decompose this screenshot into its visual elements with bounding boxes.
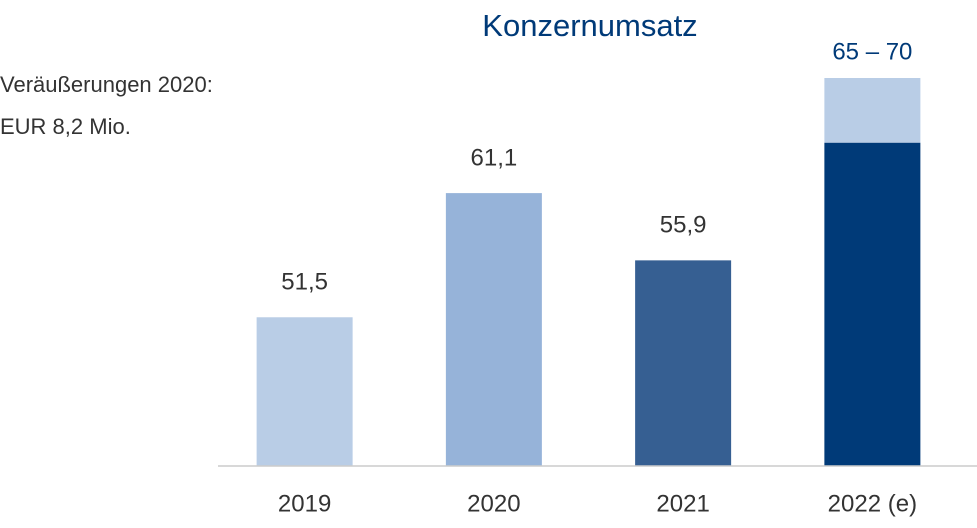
estimate-label: 65 – 70 bbox=[832, 38, 912, 65]
value-label: 55,9 bbox=[660, 212, 707, 239]
bar bbox=[824, 142, 921, 466]
bar bbox=[635, 260, 732, 466]
x-tick-label: 2019 bbox=[278, 490, 331, 517]
bar bbox=[256, 317, 353, 466]
annotation: Veräußerungen 2020: bbox=[0, 72, 213, 97]
value-label: 61,1 bbox=[471, 144, 518, 171]
x-tick-label: 2021 bbox=[656, 490, 709, 517]
estimate-bar bbox=[824, 78, 921, 143]
chart-title: Konzernumsatz bbox=[482, 8, 697, 43]
bar bbox=[445, 193, 542, 466]
x-tick-label: 2022 (e) bbox=[828, 490, 917, 517]
x-tick-label: 2020 bbox=[467, 490, 520, 517]
annotation: EUR 8,2 Mio. bbox=[0, 114, 131, 139]
value-label: 51,5 bbox=[281, 269, 328, 296]
